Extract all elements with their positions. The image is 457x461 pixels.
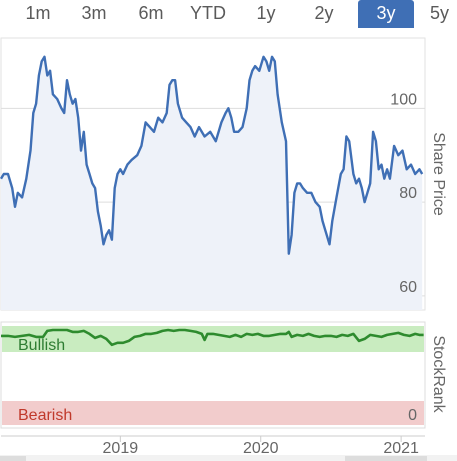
share-price-panel: 60 80 100 Share Price <box>0 37 447 311</box>
share-price-line <box>0 55 424 255</box>
stockrank-panel: Bullish Bearish 0 StockRank <box>0 321 447 429</box>
price-area-fill <box>1 56 423 310</box>
range-tab-1m[interactable]: 1m <box>25 3 51 23</box>
time-axis-tick-label: 2019 <box>103 440 139 457</box>
bearish-label: Bearish <box>18 407 72 424</box>
scrollbar[interactable] <box>0 455 457 461</box>
price-y-tick-labels: 60 80 100 <box>390 91 417 296</box>
scrollbar-thumb-left[interactable] <box>0 456 26 461</box>
range-tab-1y[interactable]: 1y <box>256 3 276 23</box>
range-tab-5y[interactable]: 5y <box>429 3 449 23</box>
price-y-tick-label: 100 <box>390 91 417 108</box>
price-y-tick-label: 60 <box>399 279 417 296</box>
scrollbar-thumb-right[interactable] <box>345 456 427 461</box>
bullish-band <box>2 326 424 352</box>
stockrank-line <box>1 328 424 347</box>
stockrank-axis-label: StockRank <box>430 335 447 413</box>
share-price-axis-label: Share Price <box>430 132 447 216</box>
stockrank-zero-label: 0 <box>408 407 417 424</box>
range-tab-3m[interactable]: 3m <box>81 3 107 23</box>
time-axis-tick-label: 2021 <box>383 440 419 457</box>
scrollbar-track[interactable] <box>0 455 457 461</box>
time-axis-tick-label: 2020 <box>243 440 279 457</box>
range-tab-6m[interactable]: 6m <box>138 3 164 23</box>
range-tab-3y[interactable]: 3y <box>358 0 414 28</box>
range-tab-ytd[interactable]: YTD <box>190 3 226 23</box>
time-axis-tick-labels: 2019 2020 2021 <box>103 436 419 457</box>
time-range-tabs: 1m 3m 6m YTD 1y 2y 3y 5y <box>0 0 457 32</box>
price-y-tick-label: 80 <box>399 185 417 202</box>
range-tab-2y[interactable]: 2y <box>314 3 334 23</box>
bullish-label: Bullish <box>18 337 65 354</box>
time-axis: 2019 2020 2021 <box>1 435 425 457</box>
bearish-band <box>2 401 424 425</box>
